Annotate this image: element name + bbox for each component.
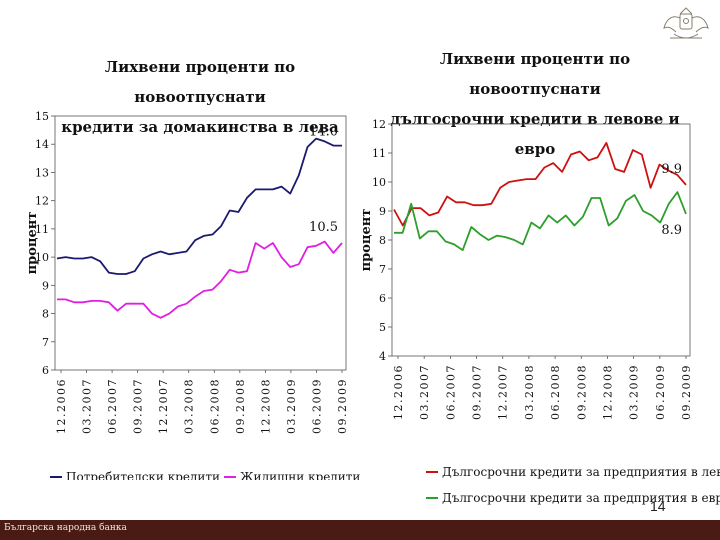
chart1-y-tick-label: 6 [42,364,49,377]
chart1-x-tick-label: 12.2006 [55,378,68,434]
chart2-y-tick-label: 8 [379,234,386,247]
chart1-x-tick-label: 09.2008 [234,378,247,434]
chart2-y-tick-label: 5 [379,321,386,334]
chart2-x-tick-label: 12.2007 [497,364,510,420]
chart2-x-tick-label: 03.2008 [523,364,536,420]
chart1-y-tick-label: 8 [42,308,49,321]
chart2-x-tick-label: 03.2007 [418,364,431,420]
chart1-y-tick-label: 11 [35,223,49,236]
chart1-x-tick-label: 12.2008 [259,378,272,434]
chart2-x-tick-label: 06.2008 [549,364,562,420]
chart1-x-tick-label: 03.2007 [81,378,94,434]
chart1-y-tick-label: 14 [35,138,49,151]
chart1-x-tick-label: 03.2008 [183,378,196,434]
chart2-end-label-2: 8.9 [661,223,682,238]
chart2-y-tick-label: 7 [379,263,386,276]
chart1-y-tick-label: 13 [35,166,49,179]
chart1-series-line-2 [57,240,343,319]
chart1-title-line2: кредити за домакинства в лева [61,118,339,136]
chart2-x-tick-label: 09.2007 [471,364,484,420]
chart1-series-line-1 [56,137,342,275]
chart1-y-tick-label: 15 [35,110,49,123]
chart2-y-tick-label: 6 [379,292,386,305]
chart2-x-tick-label: 06.2009 [654,364,667,420]
chart1-y-tick-label: 12 [35,195,49,208]
chart1-x-tick-label: 03.2009 [285,378,298,434]
chart2-y-tick-label: 11 [372,147,386,160]
chart2-x-tick-label: 03.2009 [628,364,641,420]
chart2: 4 5 6 7 8 9 10 11 12 процент 12.2006 03.2007 06.2007… [360,118,720,505]
chart2-y-tick-label: 9 [379,205,386,218]
chart1-end-label-1: 14.0 [309,125,338,140]
chart1-y-tick-label: 9 [42,279,49,292]
chart1: 6 7 8 9 10 11 12 13 14 15 процент 12.2006 03.2007 06.… [25,110,360,480]
chart1-y-tick-label: 7 [42,336,49,349]
footer-bar: Българска народна банка [0,520,720,540]
chart2-y-axis-label: процент [360,209,374,272]
chart2-y-tick-label: 10 [372,176,386,189]
chart2-x-tick-label: 09.2009 [680,364,693,420]
chart2-x-tick-label: 12.2008 [601,364,614,420]
chart2-series-line-2 [394,191,687,252]
chart2-title-line2: дългосрочни кредити в левове и евро [390,110,680,158]
chart1-x-tick-label: 06.2007 [106,378,119,434]
chart2-title: Лихвени проценти по новоотпуснати дългос… [375,44,695,164]
page-number: 14 [650,498,666,514]
chart1-x-tick-label: 09.2009 [336,378,349,434]
chart1-plot-area [54,115,347,371]
chart1-y-tick-label: 10 [35,251,49,264]
chart2-x-tick-label: 12.2006 [392,364,405,420]
chart1-title-line1: Лихвени проценти по новоотпуснати [104,58,296,106]
chart2-x-tick-label: 06.2007 [444,364,457,420]
footer-text: Българска народна банка [4,523,127,533]
chart1-legend-label-1: Потребителски кредити [66,470,220,480]
bnb-coat-of-arms-icon [663,7,709,39]
chart1-legend-label-2: Жилищни кредити [240,470,360,480]
chart2-legend-label-2: Дългосрочни кредити за предприятия в евр… [442,491,720,505]
chart2-x-tick-label: 09.2008 [575,364,588,420]
chart2-title-line1: Лихвени проценти по новоотпуснати [439,50,631,98]
chart2-y-tick-label: 4 [379,350,386,363]
chart1-x-tick-label: 12.2007 [157,378,170,434]
chart1-x-tick-label: 09.2007 [132,378,145,434]
chart2-y-tick-label: 12 [372,118,386,131]
chart1-end-label-2: 10.5 [309,220,338,235]
chart2-legend-label-1: Дългосрочни кредити за предприятия в лев… [442,465,720,479]
chart2-end-label-1: 9.9 [661,162,682,177]
chart1-x-tick-label: 06.2008 [208,378,221,434]
chart2-series-line-1 [393,141,687,227]
chart1-x-tick-label: 06.2009 [310,378,323,434]
chart1-y-axis-label: процент [25,212,40,275]
chart1-title: Лихвени проценти по новоотпуснати кредит… [40,52,360,142]
chart2-plot-area [391,123,691,357]
